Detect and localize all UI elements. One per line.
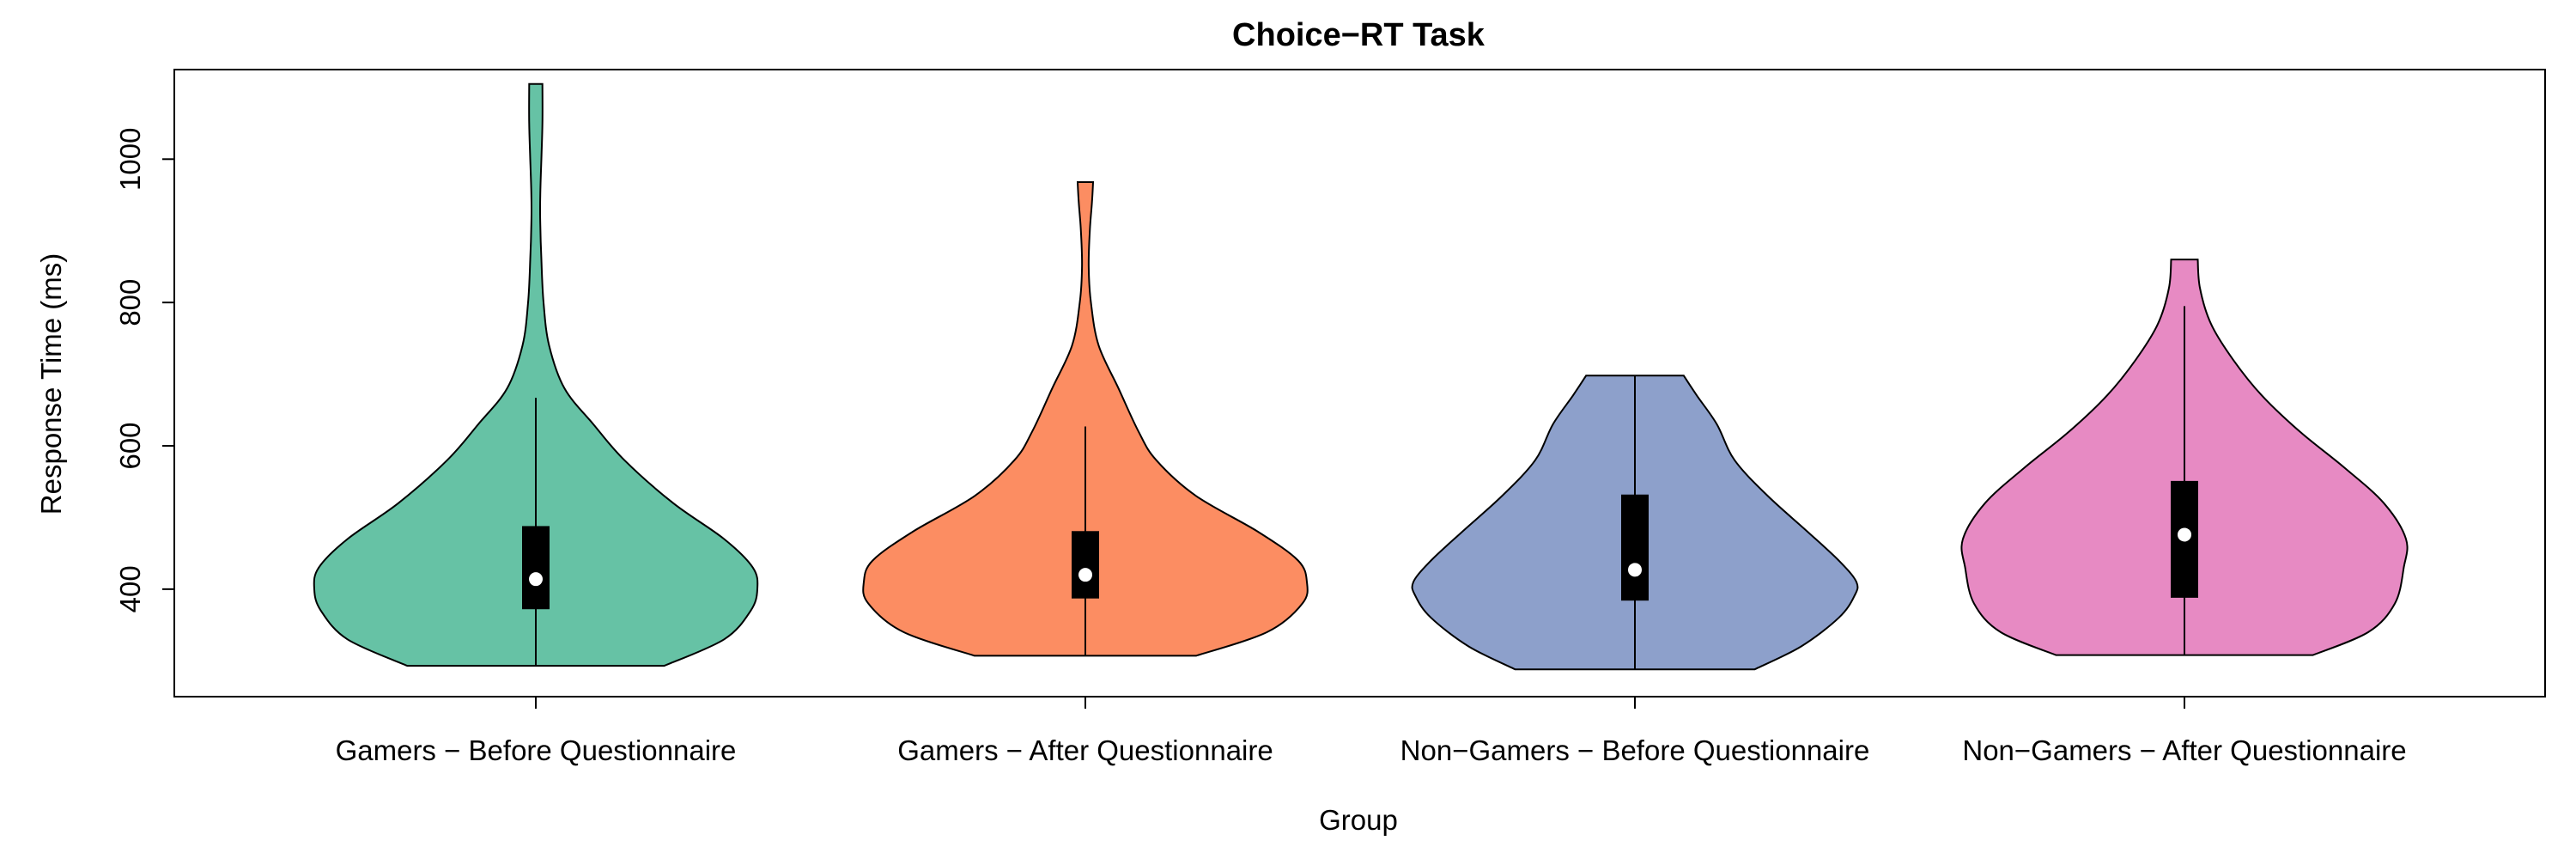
iqr-box-1 xyxy=(522,526,550,610)
x-axis: Gamers − Before Questionnaire Gamers − Af… xyxy=(336,696,2407,766)
x-axis-label: Group xyxy=(1319,804,1398,836)
y-tick-label: 600 xyxy=(114,422,146,469)
x-tick-label-2: Gamers − After Questionnaire xyxy=(897,734,1273,766)
violin-body-2 xyxy=(862,181,1309,657)
violin-body-1 xyxy=(313,82,759,667)
median-point-3 xyxy=(1628,563,1642,577)
iqr-box-2 xyxy=(1072,531,1099,599)
median-point-4 xyxy=(2178,527,2191,542)
x-tick-label-4: Non−Gamers − After Questionnaire xyxy=(1962,734,2406,766)
y-axis-label: Response Time (ms) xyxy=(35,253,67,515)
chart-title: Choice−RT Task xyxy=(1232,17,1485,53)
iqr-box-3 xyxy=(1621,494,1649,601)
y-tick-label: 400 xyxy=(114,565,146,612)
x-tick-label-1: Gamers − Before Questionnaire xyxy=(336,734,737,766)
y-tick-label: 800 xyxy=(114,279,146,326)
x-tick-label-3: Non−Gamers − Before Questionnaire xyxy=(1400,734,1870,766)
y-tick-label: 1000 xyxy=(114,128,146,191)
median-point-1 xyxy=(529,572,543,587)
violins-layer xyxy=(313,82,2409,671)
y-axis: 400 600 800 1000 xyxy=(114,128,175,612)
median-point-2 xyxy=(1078,568,1092,582)
